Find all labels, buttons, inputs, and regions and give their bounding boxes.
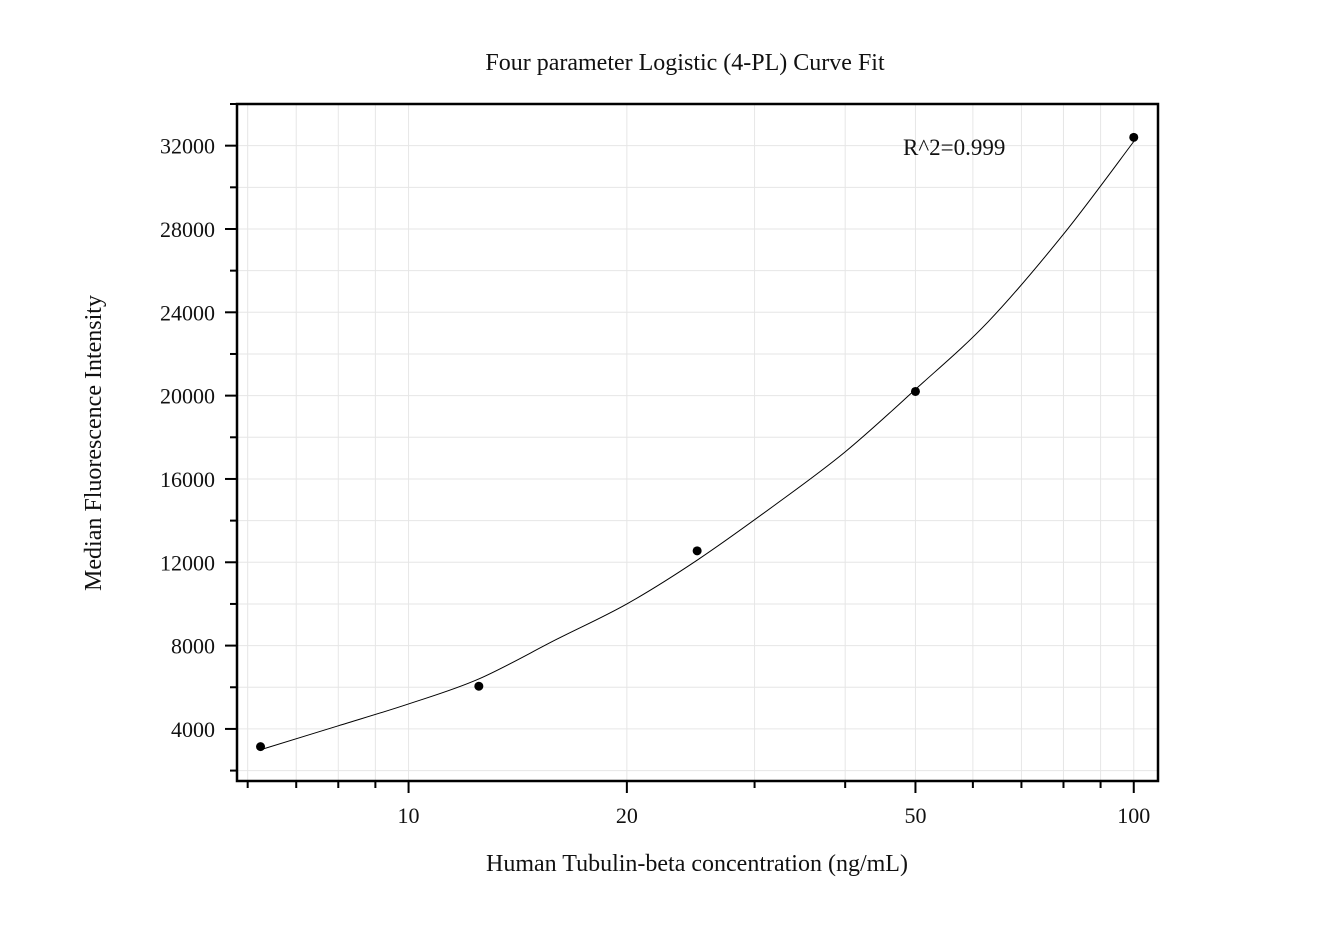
data-points	[256, 132, 1139, 752]
axis-ticks	[225, 103, 1135, 793]
data-point	[910, 386, 920, 396]
r-squared-annotation: R^2=0.999	[903, 135, 1005, 160]
grid	[237, 104, 1158, 781]
data-point	[256, 742, 266, 752]
data-point	[1129, 132, 1139, 142]
data-point	[692, 546, 702, 556]
plot-frame	[235, 102, 1160, 783]
x-tick-label: 10	[398, 803, 420, 828]
chart-title: Four parameter Logistic (4-PL) Curve Fit	[485, 50, 885, 76]
y-tick-label: 20000	[160, 384, 215, 409]
y-tick-label: 16000	[160, 467, 215, 492]
x-tick-label: 50	[904, 803, 926, 828]
x-tick-label: 20	[616, 803, 638, 828]
y-tick-label: 32000	[160, 134, 215, 159]
y-tick-label: 4000	[171, 717, 215, 742]
y-tick-label: 24000	[160, 300, 215, 325]
y-tick-label: 12000	[160, 550, 215, 575]
x-tick-label: 100	[1117, 803, 1150, 828]
fit-curve	[260, 141, 1135, 751]
data-point	[474, 681, 484, 691]
tick-labels: 10 20 50 100 4000 8000 12000 16000 20000 24000 280…	[160, 134, 1150, 828]
y-tick-label: 28000	[160, 217, 215, 242]
y-tick-label: 8000	[171, 634, 215, 659]
y-axis-label: Median Fluorescence Intensity	[81, 295, 107, 591]
x-axis-label: Human Tubulin-beta concentration (ng/mL)	[486, 851, 908, 877]
